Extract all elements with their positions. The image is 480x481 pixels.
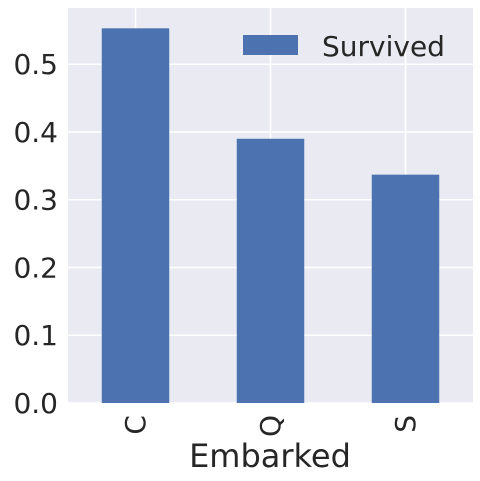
- x-tick-label-q: Q: [254, 415, 287, 437]
- x-tick-label-c: C: [119, 415, 152, 435]
- bars: [101, 28, 440, 404]
- legend-swatch: [243, 35, 298, 55]
- y-tick-label: 0.3: [13, 184, 58, 217]
- bar-s: [371, 174, 440, 403]
- y-tick-labels: 0.0 0.1 0.2 0.3 0.4 0.5: [13, 48, 58, 420]
- x-tick-label-s: S: [389, 415, 422, 433]
- bar-c: [101, 28, 170, 404]
- y-tick-label: 0.1: [13, 319, 58, 352]
- y-tick-label: 0.2: [13, 251, 58, 284]
- legend-label-survived: Survived: [322, 30, 445, 63]
- y-tick-label: 0.4: [13, 116, 58, 149]
- x-axis-title: Embarked: [189, 437, 351, 475]
- legend: Survived: [243, 30, 445, 63]
- y-tick-label: 0.0: [13, 387, 58, 420]
- bar-q: [236, 138, 305, 403]
- y-tick-label: 0.5: [13, 48, 58, 81]
